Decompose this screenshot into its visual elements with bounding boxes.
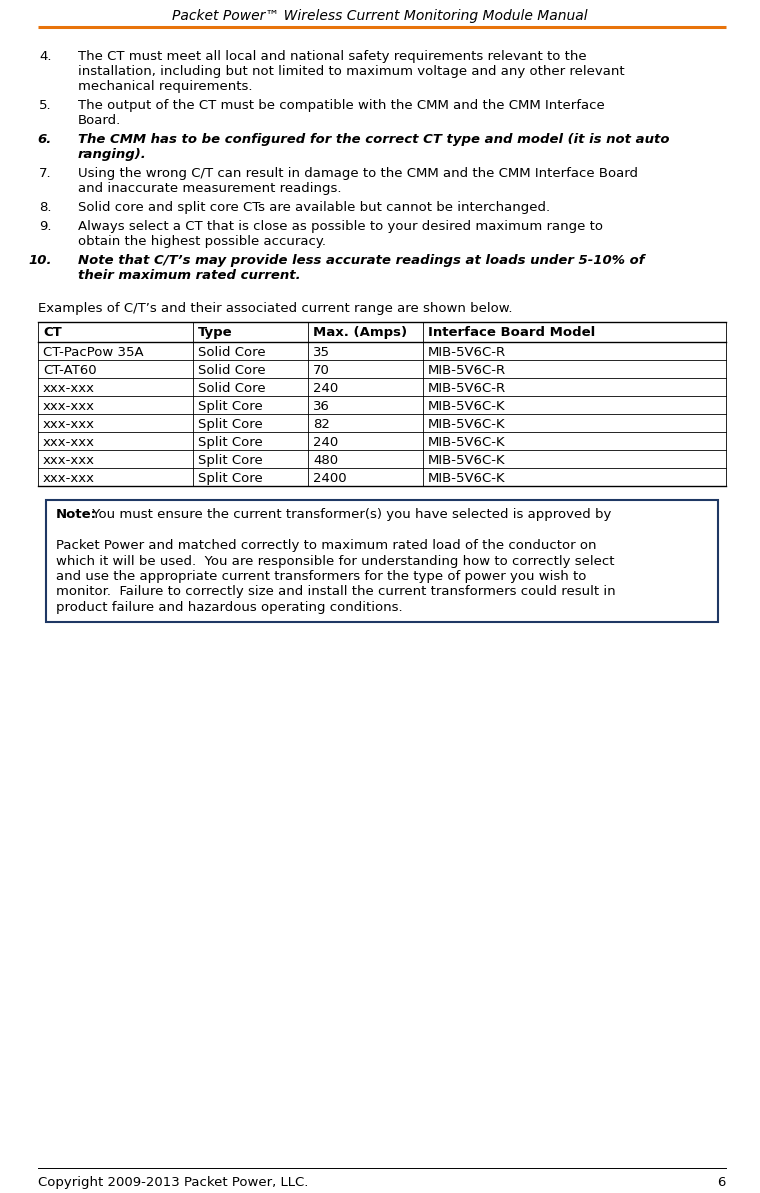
Text: xxx-xxx: xxx-xxx bbox=[43, 435, 95, 449]
Text: 5.: 5. bbox=[40, 99, 52, 112]
Text: their maximum rated current.: their maximum rated current. bbox=[78, 268, 301, 282]
Text: MIB-5V6C-K: MIB-5V6C-K bbox=[428, 472, 505, 486]
Text: installation, including but not limited to maximum voltage and any other relevan: installation, including but not limited … bbox=[78, 64, 625, 78]
Text: xxx-xxx: xxx-xxx bbox=[43, 400, 95, 413]
Text: 240: 240 bbox=[313, 435, 338, 449]
Text: xxx-xxx: xxx-xxx bbox=[43, 382, 95, 395]
Text: mechanical requirements.: mechanical requirements. bbox=[78, 80, 252, 93]
Text: Split Core: Split Core bbox=[198, 455, 263, 466]
Text: 4.: 4. bbox=[40, 50, 52, 63]
Text: MIB-5V6C-K: MIB-5V6C-K bbox=[428, 435, 505, 449]
Text: Solid Core: Solid Core bbox=[198, 346, 266, 359]
Text: CT-PacPow 35A: CT-PacPow 35A bbox=[43, 346, 144, 359]
Text: 2400: 2400 bbox=[313, 472, 347, 486]
Text: Packet Power™ Wireless Current Monitoring Module Manual: Packet Power™ Wireless Current Monitorin… bbox=[173, 10, 587, 23]
Text: 6.: 6. bbox=[38, 132, 52, 146]
Text: Examples of C/T’s and their associated current range are shown below.: Examples of C/T’s and their associated c… bbox=[38, 302, 512, 315]
Text: product failure and hazardous operating conditions.: product failure and hazardous operating … bbox=[56, 601, 403, 614]
Text: MIB-5V6C-R: MIB-5V6C-R bbox=[428, 346, 506, 359]
Text: Split Core: Split Core bbox=[198, 400, 263, 413]
Text: MIB-5V6C-K: MIB-5V6C-K bbox=[428, 400, 505, 413]
Text: Solid Core: Solid Core bbox=[198, 382, 266, 395]
Text: xxx-xxx: xxx-xxx bbox=[43, 418, 95, 431]
Text: 36: 36 bbox=[313, 400, 330, 413]
Text: Packet Power and matched correctly to maximum rated load of the conductor on: Packet Power and matched correctly to ma… bbox=[56, 539, 597, 552]
Text: xxx-xxx: xxx-xxx bbox=[43, 472, 95, 486]
Text: Max. (Amps): Max. (Amps) bbox=[313, 326, 407, 339]
Text: 7.: 7. bbox=[40, 167, 52, 180]
Text: Solid core and split core CTs are available but cannot be interchanged.: Solid core and split core CTs are availa… bbox=[78, 200, 550, 214]
Text: CT: CT bbox=[43, 326, 62, 339]
Text: Split Core: Split Core bbox=[198, 418, 263, 431]
Text: xxx-xxx: xxx-xxx bbox=[43, 455, 95, 466]
Text: The CT must meet all local and national safety requirements relevant to the: The CT must meet all local and national … bbox=[78, 50, 587, 63]
Text: Type: Type bbox=[198, 326, 233, 339]
Text: You must ensure the current transformer(s) you have selected is approved by: You must ensure the current transformer(… bbox=[88, 508, 611, 521]
Text: and inaccurate measurement readings.: and inaccurate measurement readings. bbox=[78, 183, 341, 194]
Text: MIB-5V6C-R: MIB-5V6C-R bbox=[428, 382, 506, 395]
Text: MIB-5V6C-K: MIB-5V6C-K bbox=[428, 455, 505, 466]
Text: The CMM has to be configured for the correct CT type and model (it is not auto: The CMM has to be configured for the cor… bbox=[78, 132, 670, 146]
Text: CT-AT60: CT-AT60 bbox=[43, 364, 97, 377]
Text: 10.: 10. bbox=[29, 254, 52, 267]
Text: 70: 70 bbox=[313, 364, 330, 377]
Text: Split Core: Split Core bbox=[198, 472, 263, 486]
Text: 240: 240 bbox=[313, 382, 338, 395]
Text: Board.: Board. bbox=[78, 115, 122, 126]
Text: 8.: 8. bbox=[40, 200, 52, 214]
Text: Note:: Note: bbox=[56, 508, 97, 521]
Text: MIB-5V6C-R: MIB-5V6C-R bbox=[428, 364, 506, 377]
Text: which it will be used.  You are responsible for understanding how to correctly s: which it will be used. You are responsib… bbox=[56, 555, 615, 568]
Text: Solid Core: Solid Core bbox=[198, 364, 266, 377]
Text: Using the wrong C/T can result in damage to the CMM and the CMM Interface Board: Using the wrong C/T can result in damage… bbox=[78, 167, 638, 180]
Text: 6: 6 bbox=[717, 1176, 726, 1189]
Text: 480: 480 bbox=[313, 455, 338, 466]
Text: MIB-5V6C-K: MIB-5V6C-K bbox=[428, 418, 505, 431]
Text: monitor.  Failure to correctly size and install the current transformers could r: monitor. Failure to correctly size and i… bbox=[56, 586, 616, 599]
Text: Interface Board Model: Interface Board Model bbox=[428, 326, 595, 339]
Text: The output of the CT must be compatible with the CMM and the CMM Interface: The output of the CT must be compatible … bbox=[78, 99, 605, 112]
Text: Always select a CT that is close as possible to your desired maximum range to: Always select a CT that is close as poss… bbox=[78, 220, 603, 233]
Text: Note that C/T’s may provide less accurate readings at loads under 5-10% of: Note that C/T’s may provide less accurat… bbox=[78, 254, 644, 267]
Text: Copyright 2009-2013 Packet Power, LLC.: Copyright 2009-2013 Packet Power, LLC. bbox=[38, 1176, 309, 1189]
Text: and use the appropriate current transformers for the type of power you wish to: and use the appropriate current transfor… bbox=[56, 570, 587, 583]
Text: ranging).: ranging). bbox=[78, 148, 147, 161]
Text: Split Core: Split Core bbox=[198, 435, 263, 449]
Text: 9.: 9. bbox=[40, 220, 52, 233]
Text: 82: 82 bbox=[313, 418, 330, 431]
Text: obtain the highest possible accuracy.: obtain the highest possible accuracy. bbox=[78, 235, 326, 248]
FancyBboxPatch shape bbox=[46, 500, 718, 622]
Text: 35: 35 bbox=[313, 346, 330, 359]
